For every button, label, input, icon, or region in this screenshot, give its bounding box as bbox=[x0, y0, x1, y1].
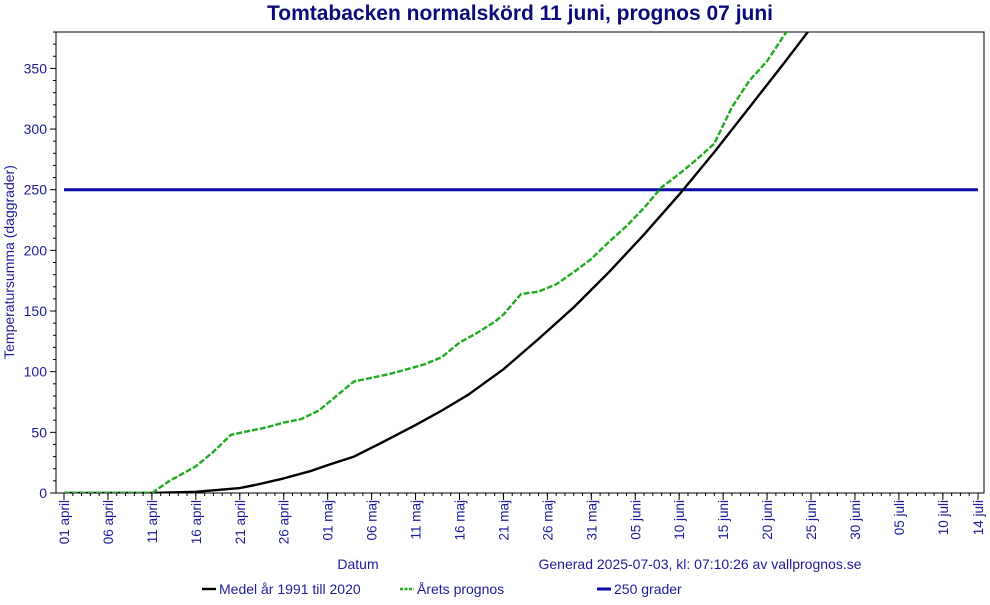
x-tick-label: 15 juni bbox=[716, 500, 731, 540]
x-tick-label: 11 april bbox=[145, 500, 160, 543]
x-tick-label: 25 juni bbox=[804, 500, 819, 540]
x-tick-label: 01 april bbox=[57, 500, 72, 544]
plot-area: 0 50 100 150 200 250 300 350 01 april 06 april 11 … bbox=[24, 31, 986, 544]
y-tick-label: 350 bbox=[24, 60, 48, 76]
x-tick-label: 10 juli bbox=[936, 500, 951, 535]
x-tick-label: 06 april bbox=[101, 500, 116, 544]
x-tick-label: 05 juni bbox=[628, 500, 643, 540]
x-tick-label: 05 juli bbox=[892, 500, 907, 535]
x-tick-label: 06 maj bbox=[365, 500, 380, 541]
y-tick-label: 200 bbox=[24, 242, 48, 258]
x-tick-label: 21 april bbox=[233, 500, 248, 544]
x-tick-label: 14 juli bbox=[971, 500, 986, 535]
x-tick-label: 30 juni bbox=[848, 500, 863, 540]
y-tick-label: 50 bbox=[31, 424, 47, 440]
x-tick-label: 21 maj bbox=[496, 500, 511, 541]
legend-item-250-grader: 250 grader bbox=[614, 581, 682, 597]
series-group bbox=[64, 32, 978, 493]
generated-note: Generad 2025-07-03, kl: 07:10:26 av vall… bbox=[539, 556, 862, 572]
x-tick-label: 26 april bbox=[277, 500, 292, 544]
x-axis-label: Datum bbox=[337, 556, 378, 572]
x-tick-label: 31 maj bbox=[584, 500, 599, 541]
legend-item-prognos: Årets prognos bbox=[417, 581, 504, 597]
legend-item-medel: Medel år 1991 till 2020 bbox=[219, 581, 361, 597]
chart-title: Tomtabacken normalskörd 11 juni, prognos… bbox=[267, 2, 773, 25]
x-tick-label: 20 juni bbox=[760, 500, 775, 540]
legend: Medel år 1991 till 2020 Årets prognos 250 … bbox=[202, 581, 682, 597]
y-tick-label: 100 bbox=[24, 364, 48, 380]
x-tick-label: 26 maj bbox=[540, 500, 555, 541]
y-tick-label: 300 bbox=[24, 121, 48, 137]
x-tick-label: 10 juni bbox=[672, 500, 687, 540]
series-line-prognos bbox=[64, 32, 789, 493]
y-tick-label: 0 bbox=[39, 485, 47, 501]
x-tick-label: 01 maj bbox=[321, 500, 336, 541]
y-tick-label: 150 bbox=[24, 303, 48, 319]
y-tick-label: 250 bbox=[24, 182, 48, 198]
plot-frame bbox=[55, 31, 985, 494]
series-line-medel bbox=[64, 32, 810, 493]
x-tick-label: 16 maj bbox=[452, 500, 467, 541]
x-tick-label: 11 maj bbox=[409, 500, 424, 540]
y-axis-label: Temperatursumma (daggrader) bbox=[1, 165, 17, 359]
x-tick-label: 16 april bbox=[189, 500, 204, 544]
